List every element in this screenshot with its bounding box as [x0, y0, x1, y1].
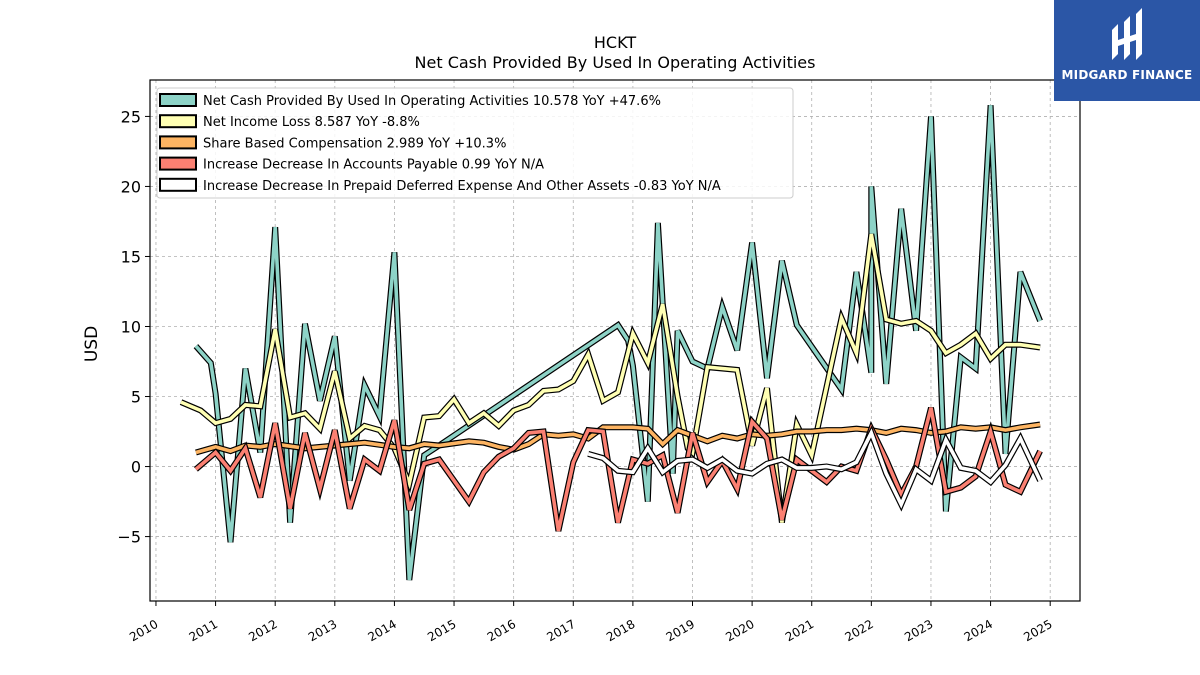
- series-line: [194, 105, 1042, 581]
- chart-subtitle: Net Cash Provided By Used In Operating A…: [415, 53, 816, 72]
- legend-entry: Net Cash Provided By Used In Operating A…: [203, 94, 661, 109]
- legend-swatch: [159, 114, 197, 129]
- legend-swatch: [159, 156, 197, 171]
- series-lines: [179, 105, 1043, 581]
- brand-name: MIDGARD FINANCE: [1061, 68, 1193, 82]
- legend-swatch: [159, 93, 197, 107]
- x-tick-label: 2021: [783, 617, 816, 644]
- legend-box: [156, 87, 794, 199]
- x-tick-label: 2017: [544, 617, 577, 644]
- x-tick-label: 2014: [366, 617, 399, 644]
- series-line: [194, 407, 1042, 532]
- series-line: [180, 233, 1041, 523]
- legend-swatch: [159, 135, 197, 150]
- y-tick-label: 0: [131, 458, 141, 477]
- x-tick-label: 2022: [842, 617, 875, 644]
- brand-mark-icon: [1112, 8, 1142, 60]
- legend-entry: Increase Decrease In Accounts Payable 0.…: [203, 158, 544, 173]
- y-axis-label: USD: [82, 326, 102, 362]
- plot-frame: [149, 79, 1081, 602]
- x-tick-label: 2013: [306, 617, 339, 644]
- x-tick-label: 2012: [246, 617, 279, 644]
- legend-swatch: [159, 177, 197, 192]
- series-line: [195, 422, 1041, 455]
- x-tick-label: 2010: [127, 617, 160, 644]
- x-tick-label: 2011: [187, 617, 220, 644]
- x-tick-label: 2020: [723, 617, 756, 644]
- y-tick-label: 10: [121, 317, 141, 336]
- x-tick-label: 2025: [1021, 617, 1054, 644]
- x-tick-label: 2018: [604, 617, 637, 644]
- y-tick-label: −5: [117, 528, 141, 547]
- series-3: [195, 421, 1041, 456]
- x-tick-label: 2019: [664, 617, 697, 644]
- chart-title: HCKT: [594, 33, 636, 52]
- series-4: [193, 406, 1043, 532]
- series-1: [193, 105, 1043, 581]
- series-5: [587, 425, 1043, 512]
- legend-entry: Share Based Compensation 2.989 YoY +10.3…: [203, 136, 506, 151]
- x-tick-label: 2015: [425, 617, 458, 644]
- y-tick-label: 20: [121, 177, 141, 196]
- y-tick-label: 15: [121, 247, 141, 266]
- legend-entry: Net Income Loss 8.587 YoY -8.8%: [203, 115, 420, 130]
- brand-logo: MIDGARD FINANCE: [1054, 0, 1200, 101]
- legend-entry: Increase Decrease In Prepaid Deferred Ex…: [203, 179, 721, 194]
- series-2: [179, 233, 1041, 524]
- y-tick-label: 25: [121, 107, 141, 126]
- x-tick-label: 2024: [962, 617, 995, 644]
- x-tick-label: 2016: [485, 617, 518, 644]
- x-tick-label: 2023: [902, 617, 935, 644]
- y-tick-label: 5: [131, 388, 141, 407]
- legend: Net Cash Provided By Used In Operating A…: [156, 87, 794, 199]
- series-line: [587, 428, 1042, 509]
